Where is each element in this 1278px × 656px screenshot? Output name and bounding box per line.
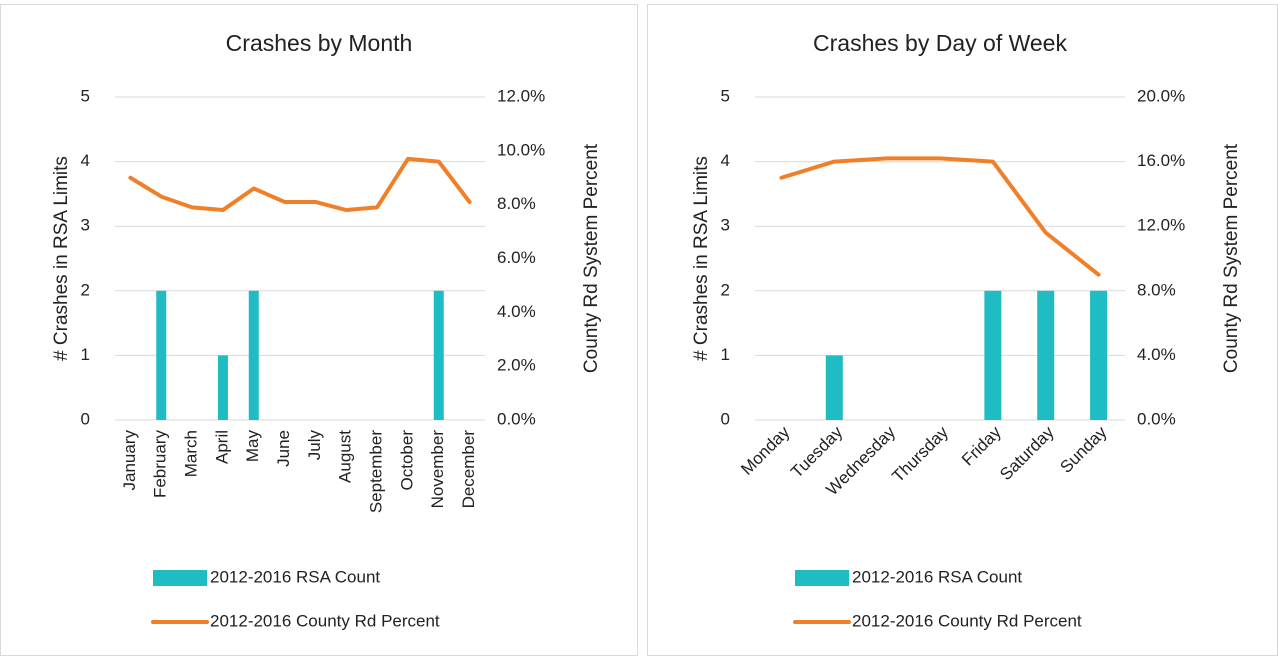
x-tick-label: May — [243, 430, 262, 463]
y-tick-label: 2 — [81, 280, 90, 299]
x-tick-label: Monday — [737, 422, 794, 479]
y-tick-label: 2 — [721, 280, 730, 299]
x-tick-label: Sunday — [1056, 422, 1111, 477]
y2-tick-label: 0.0% — [1137, 409, 1176, 428]
y2-tick-label: 4.0% — [1137, 345, 1176, 364]
y-tick-label: 5 — [721, 86, 730, 105]
chart-title: Crashes by Day of Week — [813, 30, 1067, 56]
line-series — [128, 156, 472, 213]
y-axis-title: # Crashes in RSA Limits — [691, 156, 712, 361]
legend-swatch — [795, 570, 849, 586]
line-series — [779, 156, 1101, 277]
x-tick-label: January — [120, 430, 139, 491]
x-tick-label: November — [428, 430, 447, 509]
legend-label: 2012-2016 RSA Count — [210, 567, 380, 586]
y2-tick-label: 0.0% — [497, 409, 536, 428]
legend-label: 2012-2016 County Rd Percent — [852, 611, 1082, 630]
y2-tick-label: 4.0% — [497, 302, 536, 321]
chart-title: Crashes by Month — [226, 30, 413, 56]
y2-tick-label: 6.0% — [497, 248, 536, 267]
y-tick-label: 0 — [721, 409, 730, 428]
x-tick-label: July — [305, 430, 324, 461]
x-tick-label: Friday — [958, 422, 1005, 469]
x-tick-label: Saturday — [996, 422, 1058, 484]
bar — [433, 290, 444, 420]
x-tick-label: October — [397, 430, 416, 491]
bar — [248, 290, 259, 420]
legend-label: 2012-2016 RSA Count — [852, 567, 1022, 586]
x-tick-label: September — [367, 430, 386, 513]
y-tick-label: 3 — [721, 216, 730, 235]
x-tick-label: December — [459, 430, 478, 509]
y2-tick-label: 20.0% — [1137, 86, 1185, 105]
x-tick-label: February — [151, 430, 170, 499]
y2-tick-label: 16.0% — [1137, 151, 1185, 170]
bar — [825, 355, 843, 420]
x-tick-label: August — [336, 430, 355, 483]
y2-axis-title: County Rd System Percent — [1221, 143, 1242, 373]
x-tick-label: Thursday — [888, 422, 952, 486]
legend-label: 2012-2016 County Rd Percent — [210, 611, 440, 630]
bar — [217, 355, 228, 420]
y-tick-label: 1 — [81, 345, 90, 364]
y-tick-label: 1 — [721, 345, 730, 364]
y-axis-title: # Crashes in RSA Limits — [51, 156, 72, 361]
y2-tick-label: 8.0% — [1137, 280, 1176, 299]
y2-tick-label: 12.0% — [497, 86, 545, 105]
bar — [1037, 290, 1055, 420]
legend-swatch — [153, 570, 207, 586]
y2-tick-label: 10.0% — [497, 140, 545, 159]
y2-axis-title: County Rd System Percent — [581, 143, 602, 373]
y2-tick-label: 8.0% — [497, 194, 536, 213]
x-tick-label: June — [274, 430, 293, 467]
x-tick-label: April — [212, 430, 231, 464]
y2-tick-label: 12.0% — [1137, 216, 1185, 235]
y2-tick-label: 2.0% — [497, 356, 536, 375]
y-tick-label: 3 — [81, 216, 90, 235]
y-tick-label: 4 — [81, 151, 90, 170]
bar — [984, 290, 1002, 420]
x-tick-label: March — [182, 430, 201, 477]
y-tick-label: 0 — [81, 409, 90, 428]
bar — [156, 290, 167, 420]
y-tick-label: 4 — [721, 151, 730, 170]
bar — [1090, 290, 1108, 420]
y-tick-label: 5 — [81, 86, 90, 105]
